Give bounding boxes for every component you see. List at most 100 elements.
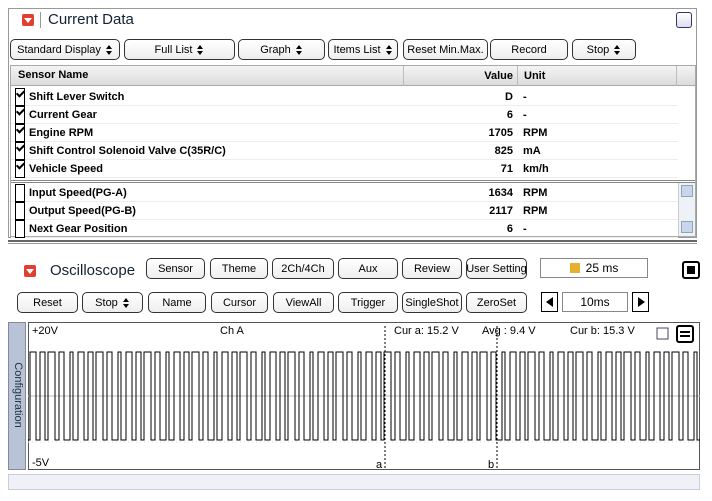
button[interactable]: Reset Min.Max. [403, 39, 488, 60]
row-checkbox[interactable] [15, 106, 25, 124]
button[interactable]: ZeroSet [466, 292, 527, 313]
channel-label: Ch A [220, 325, 245, 337]
button[interactable]: 2Ch/4Ch [272, 258, 334, 279]
button-label: Trigger [350, 296, 386, 309]
button-label: Record [511, 43, 547, 56]
button-label: ViewAll [285, 296, 322, 309]
scale-bottom: -5V [32, 457, 50, 469]
prev-timebase[interactable] [541, 292, 558, 312]
table-header [11, 66, 695, 86]
button[interactable]: Review [402, 258, 462, 279]
collapse-icon[interactable] [24, 265, 36, 277]
button[interactable]: Theme [210, 258, 268, 279]
horizontal-scrollbar[interactable] [8, 474, 700, 490]
sensor-name: Output Speed(PG-B) [29, 205, 136, 217]
sensor-unit: mA [523, 145, 541, 157]
button-label: User Setting [466, 262, 527, 275]
sensor-name: Shift Lever Switch [29, 91, 125, 103]
sensor-name: Shift Control Solenoid Valve C(35R/C) [29, 145, 226, 157]
table-row: Input Speed(PG-A) 1634 RPM [11, 184, 678, 202]
button-label: Reset [33, 296, 62, 309]
button[interactable]: Cursor [211, 292, 268, 313]
sensor-unit: km/h [523, 163, 549, 175]
dropdown-arrow [105, 44, 113, 55]
column-header: Value [403, 66, 513, 86]
checkbox[interactable] [656, 327, 669, 340]
scope-screen: +20V Ch A Cur a: 15.2 V Avg : 9.4 V Cur … [28, 322, 700, 470]
row-checkbox[interactable] [15, 202, 25, 220]
button[interactable]: Record [490, 39, 568, 60]
button[interactable]: Sensor [146, 258, 205, 279]
sensor-name: Current Gear [29, 109, 97, 121]
row-checkbox[interactable] [15, 124, 25, 142]
scroll-down[interactable] [681, 221, 693, 233]
table-row: Next Gear Position 6- [11, 220, 678, 238]
button-label: SingleShot [405, 296, 459, 309]
layout-button[interactable] [676, 325, 694, 343]
button[interactable]: User Setting [466, 258, 527, 279]
button-label: Standard Display [17, 43, 101, 56]
sensor-name: Input Speed(PG-A) [29, 187, 127, 199]
cursor-b-value: Cur b: 15.3 V [570, 325, 635, 337]
button-label: ZeroSet [476, 296, 517, 309]
table-row: Current Gear 6- [11, 106, 678, 124]
sensor-value: 2117 [489, 205, 513, 217]
button[interactable]: Standard Display [10, 39, 120, 60]
scope-title: Oscilloscope [50, 262, 136, 279]
waveform [28, 351, 700, 441]
sensor-value: 1705 [488, 127, 513, 139]
config-tab-label: Configuration [12, 362, 24, 428]
button[interactable]: ViewAll [273, 292, 334, 313]
table-row: Engine RPM 1705 RPM [11, 124, 678, 142]
button-label: Full List [154, 43, 193, 56]
scroll-up[interactable] [681, 185, 693, 197]
timebase: 10ms [562, 292, 628, 312]
dropdown-arrow [295, 44, 303, 55]
collapse-icon[interactable] [22, 14, 34, 26]
row-checkbox[interactable] [15, 160, 25, 178]
button-label: Stop [95, 296, 118, 309]
button-label: Items List [333, 43, 381, 56]
sensor-unit: RPM [523, 205, 548, 217]
button-label: Stop [586, 43, 610, 56]
panel-title: Current Data [48, 11, 134, 28]
button[interactable]: Trigger [338, 292, 398, 313]
button-label: Reset Min.Max. [407, 43, 484, 56]
row-checkbox[interactable] [15, 184, 25, 202]
row-checkbox[interactable] [15, 220, 25, 238]
button[interactable]: SingleShot [402, 292, 462, 313]
button[interactable]: Graph [238, 39, 325, 60]
button[interactable]: Stop [82, 292, 143, 313]
table-row: Shift Lever Switch D - [11, 88, 678, 106]
button-label: 2Ch/4Ch [281, 262, 325, 275]
dropdown-arrow [614, 44, 621, 55]
sensor-value: D [505, 91, 513, 103]
config-tab[interactable]: Configuration [8, 322, 26, 470]
maximize-button[interactable] [676, 12, 692, 28]
button-label: Review [413, 262, 451, 275]
time-value: 25 ms [585, 261, 619, 275]
button[interactable]: Stop [572, 39, 636, 60]
dropdown-arrow [122, 297, 130, 308]
button[interactable]: Full List [124, 39, 235, 60]
button[interactable]: Name [148, 292, 206, 313]
row-checkbox[interactable] [15, 88, 25, 106]
button-label: Graph [260, 43, 291, 56]
stop-square-button[interactable] [682, 261, 700, 279]
time-display: 25 ms [540, 258, 648, 278]
button[interactable]: Reset [17, 292, 78, 313]
button-label: Theme [221, 262, 257, 275]
vertical-scrollbar[interactable] [678, 183, 695, 236]
next-timebase[interactable] [632, 292, 649, 312]
sensor-value: 6 [506, 109, 513, 121]
average-value: Avg : 9.4 V [482, 325, 536, 337]
dropdown-arrow [385, 44, 393, 55]
column-header: Sensor Name [18, 69, 89, 81]
row-checkbox[interactable] [15, 142, 25, 160]
sensor-unit: - [523, 109, 527, 121]
dropdown-arrow [197, 44, 204, 55]
button[interactable]: Aux [338, 258, 398, 279]
button[interactable]: Items List [328, 39, 398, 60]
sensor-unit: - [523, 91, 527, 103]
